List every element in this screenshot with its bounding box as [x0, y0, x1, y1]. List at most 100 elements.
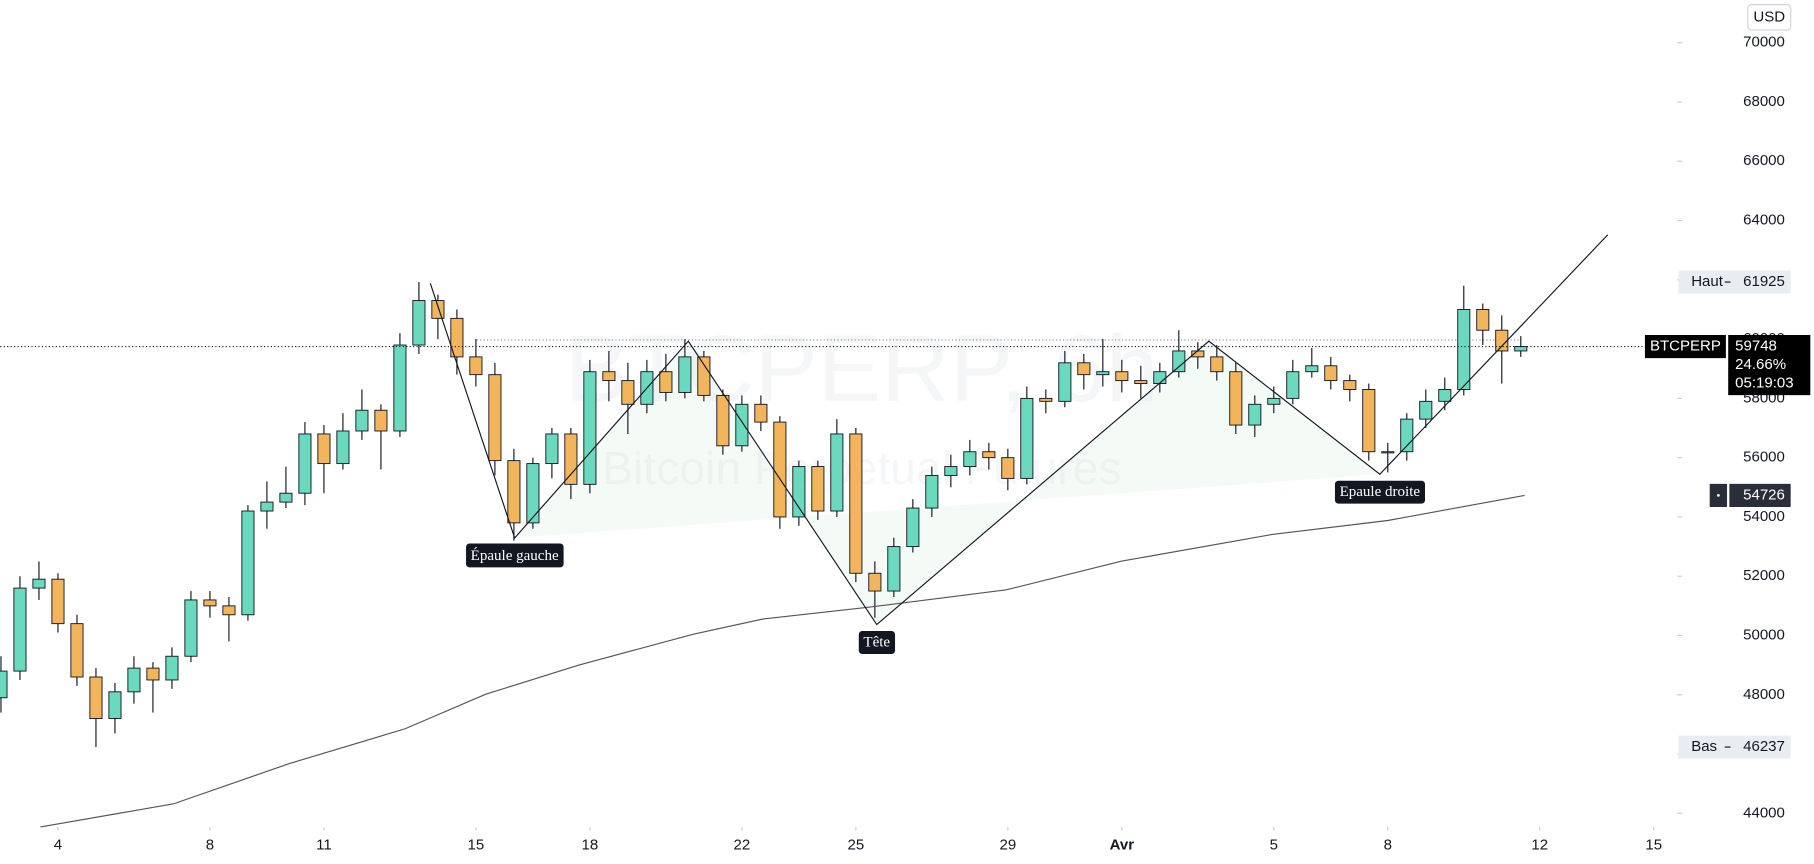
price-tag-change: 24.66% — [1735, 356, 1786, 373]
candle-body — [659, 371, 673, 393]
candle-body — [146, 667, 160, 681]
pattern-label: Epaule droite — [1334, 480, 1426, 504]
candle-body — [1115, 371, 1129, 382]
candle-body — [583, 371, 597, 485]
candle-body — [279, 492, 293, 503]
high-tag-box — [1678, 270, 1791, 294]
candle-body — [1134, 380, 1148, 385]
candle-body — [1305, 365, 1319, 373]
candle-body — [1096, 371, 1110, 376]
candle-body — [811, 466, 825, 512]
candle-body — [450, 317, 464, 358]
y-tick-label: 64000 — [1743, 211, 1785, 228]
pattern-label-text: Épaule gauche — [471, 547, 559, 564]
x-tick-label: 18 — [582, 836, 599, 853]
x-tick-label: 22 — [734, 836, 751, 853]
x-tick-label: Avr — [1110, 836, 1135, 853]
candle-body — [469, 356, 483, 376]
candle-body — [564, 433, 578, 485]
candle-body — [792, 466, 806, 518]
candle-body — [526, 463, 540, 524]
pattern-label-box — [466, 543, 564, 568]
candle-body — [830, 433, 844, 512]
candle-body — [545, 433, 559, 465]
candle-body — [963, 451, 977, 468]
candle-body — [1457, 308, 1471, 390]
candle-body — [1001, 457, 1015, 479]
candle-body — [887, 546, 901, 592]
price-tag-value: 59748 — [1735, 338, 1777, 355]
price-tag-name-box — [1644, 334, 1726, 359]
moving-average — [40, 494, 1525, 828]
candle-body — [1039, 397, 1053, 402]
candle-body — [1058, 362, 1072, 402]
candle-body — [1229, 371, 1243, 426]
candle-body — [336, 430, 350, 465]
high-tag-value: 61925 — [1743, 273, 1785, 290]
price-tag-box — [1728, 334, 1811, 396]
x-tick-label: 5 — [1270, 836, 1278, 853]
candle-body — [241, 510, 255, 616]
candle-body — [108, 691, 122, 719]
candle-body — [184, 599, 198, 657]
x-tick-label: 25 — [848, 836, 865, 853]
candle-body — [678, 356, 692, 393]
candle-body — [222, 605, 236, 616]
y-tick-label: 70000 — [1743, 34, 1785, 51]
low-tag-label: Bas — [1691, 738, 1717, 755]
pattern-label-box — [858, 631, 896, 654]
candle-body — [317, 433, 331, 465]
candle-body — [735, 403, 749, 447]
candle-body — [355, 409, 369, 432]
candle-body — [1077, 362, 1091, 376]
candle-body — [0, 670, 8, 699]
ma-tag-value: 54726 — [1743, 486, 1785, 503]
y-tick-label: 52000 — [1743, 567, 1785, 584]
candle-body — [89, 676, 103, 719]
candle-body — [868, 572, 882, 592]
currency-box — [1747, 4, 1792, 31]
x-tick-label: 29 — [999, 836, 1016, 853]
candle-body — [1153, 371, 1167, 385]
candle-body — [925, 474, 939, 509]
candle-body — [32, 578, 46, 589]
candle-body — [1476, 308, 1490, 331]
candle-body — [393, 344, 407, 432]
candle-body — [1210, 356, 1224, 373]
ma-tag-box — [1729, 483, 1791, 507]
x-tick-label: 15 — [468, 836, 485, 853]
ma-tag-dot — [1716, 494, 1720, 497]
y-tick-label: 44000 — [1743, 804, 1785, 821]
candle-body — [412, 300, 426, 346]
candle-body — [13, 587, 27, 672]
candle-body — [1381, 451, 1395, 454]
candle-body — [51, 578, 65, 625]
candle-body — [697, 356, 711, 396]
candle-body — [1267, 397, 1281, 405]
candle-body — [1286, 371, 1300, 399]
candle-body — [602, 371, 616, 382]
candle-body — [203, 599, 217, 607]
candle-body — [716, 394, 730, 447]
candle-body — [1495, 329, 1509, 352]
candle-body — [1438, 389, 1452, 402]
candle-body — [374, 409, 388, 432]
candle-body — [1419, 400, 1433, 420]
candle-body — [982, 451, 996, 459]
candle-body — [165, 655, 179, 681]
candle-body — [849, 433, 863, 574]
candle-body — [70, 623, 84, 678]
low-tag-value: 46237 — [1743, 738, 1785, 755]
candle-body — [1172, 350, 1186, 373]
y-tick-label: 68000 — [1743, 93, 1785, 110]
pattern-label: Épaule gauche — [466, 543, 564, 568]
x-tick-label: 8 — [206, 836, 214, 853]
candle-body — [507, 460, 521, 524]
y-tick-label: 54000 — [1743, 508, 1785, 525]
price-tag-name: BTCPERP — [1650, 338, 1721, 355]
y-tick-label: 66000 — [1743, 152, 1785, 169]
x-tick-label: 11 — [316, 836, 332, 853]
y-tick-label: 48000 — [1743, 686, 1785, 703]
candle-body — [260, 501, 274, 512]
